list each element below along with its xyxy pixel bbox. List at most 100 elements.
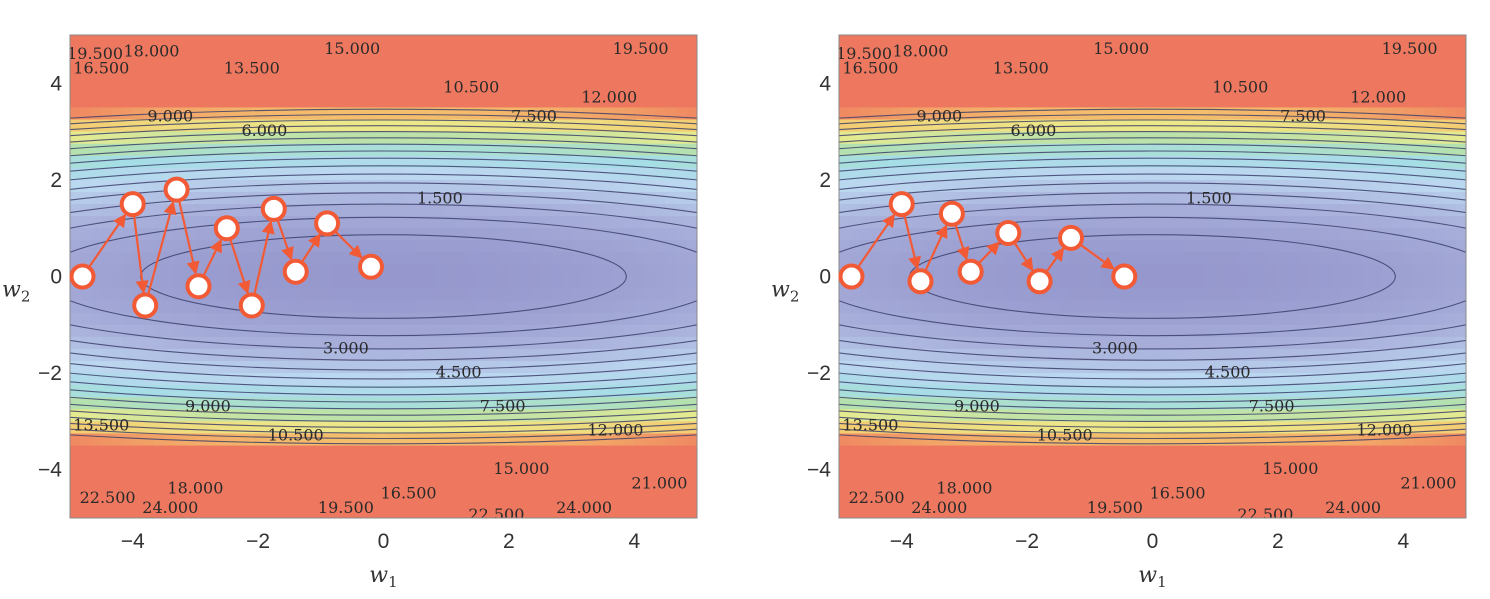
heat-cell bbox=[153, 457, 165, 471]
heat-cell bbox=[561, 373, 573, 386]
heat-cell bbox=[561, 481, 573, 495]
heat-cell bbox=[383, 457, 395, 471]
heat-cell bbox=[90, 252, 102, 266]
heat-cell bbox=[1330, 409, 1342, 422]
heat-cell bbox=[839, 167, 851, 181]
heat-cell bbox=[425, 445, 437, 459]
heat-cell bbox=[414, 276, 426, 290]
heat-cell bbox=[655, 385, 667, 398]
heat-cell bbox=[1236, 312, 1248, 326]
heat-cell bbox=[90, 228, 102, 241]
heat-cell bbox=[132, 361, 144, 374]
contour-label: 13.500 bbox=[842, 416, 898, 435]
heat-cell bbox=[184, 385, 196, 398]
heat-cell bbox=[446, 228, 458, 241]
heat-cell bbox=[1037, 83, 1049, 96]
heat-cell bbox=[1361, 83, 1373, 96]
heat-cell bbox=[985, 228, 997, 241]
heat-cell bbox=[1361, 191, 1373, 205]
heat-cell bbox=[1434, 469, 1446, 483]
heat-cell bbox=[1194, 457, 1206, 471]
heat-cell bbox=[1455, 264, 1466, 278]
heat-cell bbox=[529, 167, 541, 181]
heat-cell bbox=[425, 252, 437, 266]
heat-cell bbox=[686, 300, 697, 314]
heat-cell bbox=[1110, 385, 1122, 398]
heat-cell bbox=[1068, 457, 1080, 471]
heat-cell bbox=[1382, 336, 1394, 350]
heat-cell bbox=[1194, 445, 1206, 459]
heat-cell bbox=[331, 179, 343, 193]
heat-cell bbox=[508, 167, 520, 181]
heat-cell bbox=[1058, 288, 1070, 302]
heat-cell bbox=[686, 143, 697, 157]
heat-cell bbox=[1006, 469, 1018, 483]
heat-cell bbox=[1142, 71, 1154, 84]
heat-cell bbox=[498, 300, 510, 314]
heat-cell bbox=[540, 155, 552, 169]
heat-cell bbox=[1277, 155, 1289, 169]
heat-cell bbox=[1298, 421, 1310, 435]
heat-cell bbox=[1351, 252, 1363, 266]
heat-cell bbox=[1319, 119, 1331, 133]
heat-cell bbox=[529, 505, 541, 518]
heat-cell bbox=[90, 35, 102, 48]
heat-cell bbox=[870, 433, 882, 447]
heat-cell bbox=[1330, 312, 1342, 326]
heat-cell bbox=[1027, 409, 1039, 422]
heat-cell bbox=[602, 397, 614, 410]
heat-cell bbox=[446, 300, 458, 314]
heat-cell bbox=[393, 71, 405, 84]
heat-cell bbox=[676, 445, 688, 459]
heat-cell bbox=[90, 240, 102, 253]
heat-cell bbox=[870, 457, 882, 471]
heat-cell bbox=[1413, 240, 1425, 253]
heat-cell bbox=[1068, 35, 1080, 48]
heat-cell bbox=[1152, 312, 1164, 326]
heat-cell bbox=[540, 191, 552, 205]
heat-cell bbox=[676, 288, 688, 302]
heat-cell bbox=[901, 276, 913, 290]
heat-cell bbox=[153, 179, 165, 193]
heat-cell bbox=[1267, 421, 1279, 435]
heat-cell bbox=[859, 433, 871, 447]
heat-cell bbox=[279, 131, 291, 145]
heat-cell bbox=[964, 445, 976, 459]
heat-cell bbox=[540, 397, 552, 410]
heat-cell bbox=[613, 167, 625, 181]
heat-cell bbox=[279, 385, 291, 398]
heat-cell bbox=[425, 83, 437, 96]
heat-cell bbox=[488, 47, 500, 60]
heat-cell bbox=[247, 47, 259, 60]
heat-cell bbox=[1183, 433, 1195, 447]
heat-cell bbox=[508, 385, 520, 398]
heat-cell bbox=[404, 385, 416, 398]
heat-cell bbox=[1403, 445, 1415, 459]
heat-cell bbox=[613, 264, 625, 278]
contour-label: 10.500 bbox=[1212, 78, 1268, 97]
heat-cell bbox=[1257, 204, 1269, 217]
heat-cell bbox=[1236, 59, 1248, 72]
heat-cell bbox=[870, 71, 882, 84]
heat-cell bbox=[1016, 288, 1028, 302]
heat-cell bbox=[341, 493, 353, 507]
heat-cell bbox=[299, 276, 311, 290]
heat-cell bbox=[1298, 348, 1310, 362]
heat-cell bbox=[571, 421, 583, 435]
heat-cell bbox=[1194, 433, 1206, 447]
contour-label: 24.000 bbox=[142, 498, 198, 517]
heat-cell bbox=[602, 493, 614, 507]
heat-cell bbox=[1236, 397, 1248, 410]
heat-cell bbox=[414, 505, 426, 518]
heat-cell bbox=[964, 204, 976, 217]
heat-cell bbox=[341, 469, 353, 483]
heat-cell bbox=[550, 397, 562, 410]
heat-cell bbox=[1298, 493, 1310, 507]
heat-cell bbox=[634, 143, 646, 157]
heat-cell bbox=[634, 252, 646, 266]
heat-cell bbox=[320, 336, 332, 350]
heat-cell bbox=[1267, 324, 1279, 338]
heat-cell bbox=[933, 409, 945, 422]
heat-cell bbox=[839, 179, 851, 193]
heat-cell bbox=[456, 409, 468, 422]
